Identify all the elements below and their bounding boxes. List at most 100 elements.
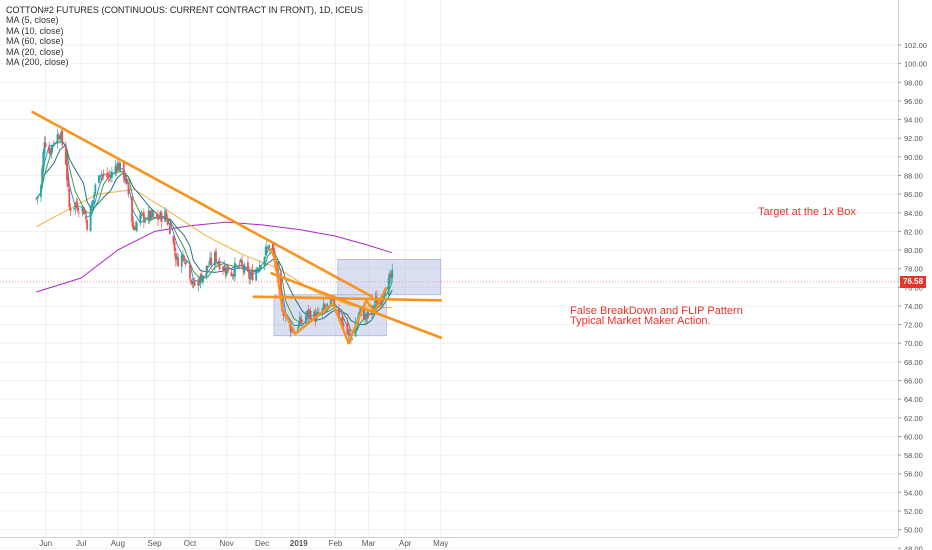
candle-body	[127, 185, 130, 195]
candle-body	[119, 162, 122, 171]
candle-body	[189, 263, 191, 279]
candle-body	[280, 272, 282, 296]
candle-body	[322, 304, 325, 309]
candle-body	[141, 212, 144, 214]
legend-ma200[interactable]: MA (200, close)	[6, 57, 69, 68]
candle-body	[384, 292, 387, 294]
price-tick-label: 80.00	[904, 246, 923, 255]
candle-body	[89, 206, 92, 232]
candle-body	[140, 212, 143, 214]
trendlines[interactable]	[31, 110, 443, 345]
price-tick-label: 84.00	[904, 209, 923, 218]
candle-body	[358, 311, 361, 316]
time-tick-label: May	[433, 539, 448, 548]
price-tick-label: 102.00	[904, 41, 927, 50]
candle-body	[226, 264, 229, 273]
candle-body	[387, 277, 390, 295]
candle-body	[276, 262, 279, 272]
candle-body	[331, 299, 333, 301]
candle-body	[342, 324, 345, 326]
candle-body	[258, 264, 261, 272]
trendline-0[interactable]	[31, 110, 374, 298]
candle-body	[300, 318, 303, 323]
time-tick-label: Mar	[362, 539, 376, 548]
candle-body	[40, 185, 42, 197]
candle-body	[58, 138, 61, 140]
price-tick-label: 58.00	[904, 451, 923, 460]
candle-body	[267, 246, 269, 249]
price-tick-label: 82.00	[904, 227, 923, 236]
candle-body	[375, 296, 378, 306]
candle-body	[365, 315, 368, 319]
candle-body	[264, 247, 267, 255]
candle-body	[185, 261, 188, 263]
price-tick-label: 48.00	[904, 544, 923, 550]
candle-body	[308, 310, 311, 315]
candle-body	[230, 272, 233, 276]
time-tick-label: Nov	[220, 539, 234, 548]
candle-body	[222, 267, 224, 271]
price-tick-label: 52.00	[904, 507, 923, 516]
candle-body	[197, 279, 200, 286]
candle-body	[192, 281, 195, 284]
candle-body	[304, 316, 307, 322]
symbol-title[interactable]: COTTON#2 FUTURES (CONTINUOUS: CURRENT CO…	[6, 5, 364, 15]
zigzag-pattern[interactable]	[269, 247, 388, 345]
candle-body	[364, 313, 366, 320]
legend-ma10[interactable]: MA (10, close)	[6, 25, 64, 36]
candle-body	[150, 210, 152, 220]
candle-body	[383, 292, 385, 298]
price-tick-label: 92.00	[904, 134, 923, 143]
candle-body	[289, 323, 292, 332]
trendline-2[interactable]	[252, 295, 443, 302]
price-tick-label: 50.00	[904, 526, 923, 535]
target-annotation[interactable]: Target at the 1x Box	[758, 206, 856, 218]
candle-body	[82, 209, 85, 215]
pattern-annotation-line1[interactable]: False BreakDown and FLIP Pattern	[570, 305, 743, 317]
candle-body	[157, 214, 159, 220]
candle-body	[351, 338, 353, 340]
price-tick-label: 96.00	[904, 97, 923, 106]
legend-ma60[interactable]: MA (60, close)	[6, 36, 64, 47]
candle-body	[301, 320, 304, 322]
legend-ma20[interactable]: MA (20, close)	[6, 46, 64, 57]
pattern-annotation-line2[interactable]: Typical Market Maker Action.	[570, 315, 711, 327]
price-axis[interactable]: 46.0048.0050.0052.0054.0056.0058.0060.00…	[898, 0, 932, 550]
candle-body	[263, 256, 266, 267]
candle-body	[199, 274, 202, 284]
time-axis[interactable]: Jun Jul Aug Sep Oct Nov Dec 2019 Feb Mar Apr May	[0, 537, 898, 549]
candle-body	[202, 275, 204, 283]
candle-body	[64, 146, 67, 165]
candle-body	[213, 252, 216, 266]
candle-body	[160, 212, 163, 223]
candle-body	[313, 311, 316, 320]
candle-body	[168, 223, 171, 235]
candle-body	[144, 219, 146, 223]
candle-body	[250, 271, 253, 277]
candle-body	[309, 310, 312, 320]
candle-body	[380, 303, 383, 305]
candle-body	[172, 236, 175, 243]
candle-body	[122, 161, 125, 178]
candle-body	[86, 220, 88, 230]
candle-body	[93, 194, 96, 199]
candle-body	[100, 174, 103, 177]
price-tick-label: 98.00	[904, 78, 923, 87]
time-tick-label: Jul	[76, 539, 86, 548]
price-tick-label: 74.00	[904, 302, 923, 311]
candle-body	[155, 213, 158, 217]
candle-body	[216, 262, 219, 263]
candle-body	[166, 218, 169, 225]
price-tick-label: 86.00	[904, 190, 923, 199]
candle-body	[217, 263, 220, 265]
time-tick-label: Apr	[399, 539, 412, 548]
trendline-1[interactable]	[270, 272, 443, 339]
candle-body	[307, 309, 310, 317]
candle-body	[131, 196, 133, 223]
legend-ma5[interactable]: MA (5, close)	[6, 15, 59, 26]
time-tick-label: Sep	[147, 539, 162, 548]
candle-body	[234, 262, 236, 278]
candle-body	[209, 257, 211, 265]
candle-body	[232, 274, 235, 277]
